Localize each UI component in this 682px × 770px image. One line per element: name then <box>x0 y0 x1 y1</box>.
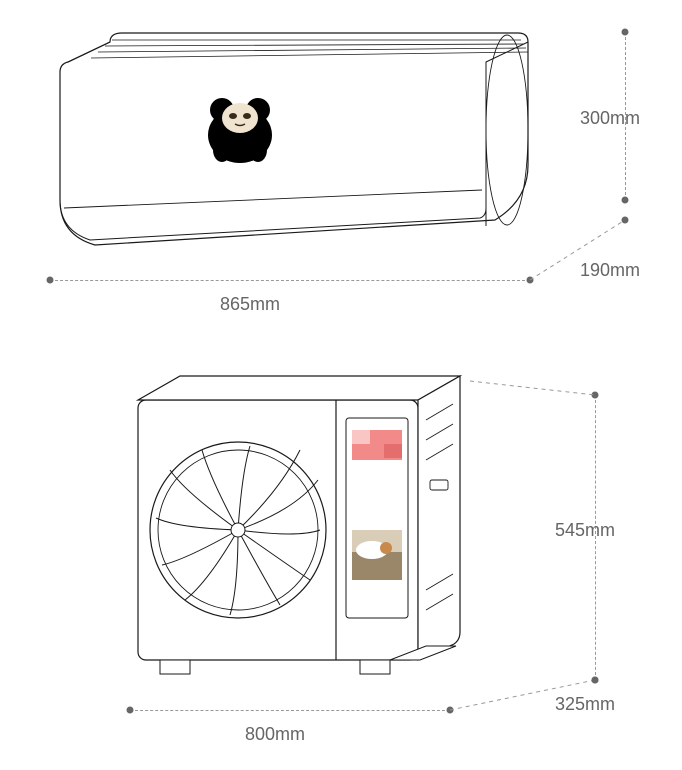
outdoor-depth-label: 325mm <box>555 694 615 715</box>
outdoor-depth-dim-line <box>0 0 682 770</box>
diagram-canvas: 865mm 300mm 190mm <box>0 0 682 770</box>
dim-dot <box>592 677 599 684</box>
